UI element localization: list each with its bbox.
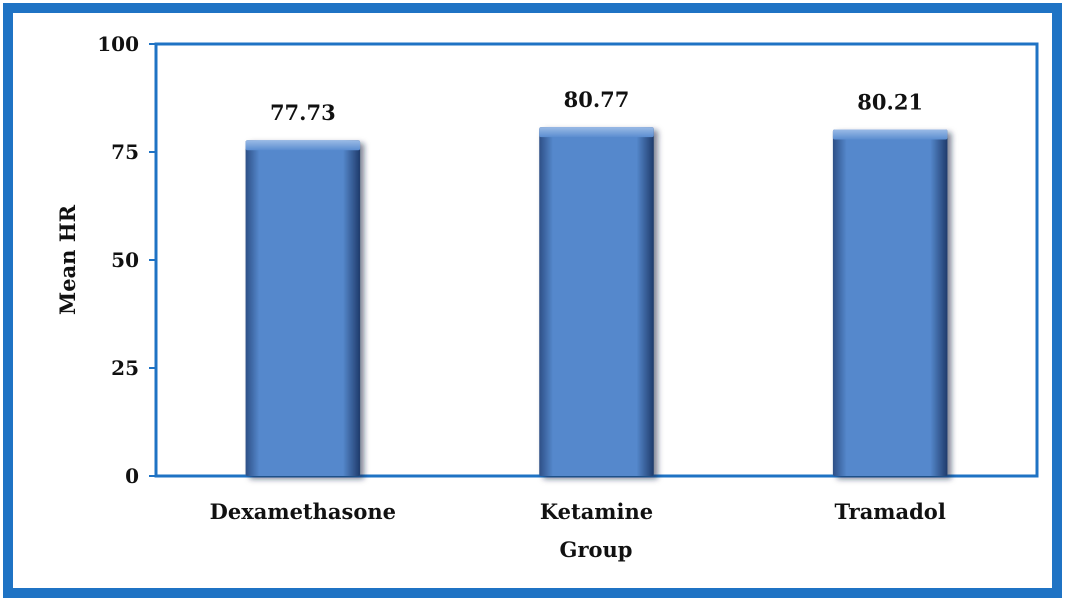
y-axis: 0 25 50 75 100 <box>97 32 156 488</box>
bar-body <box>245 140 361 476</box>
data-label: 77.73 <box>270 100 336 125</box>
bar-body <box>832 129 948 476</box>
y-tick-label: 0 <box>125 464 139 488</box>
bar <box>539 127 654 476</box>
data-label: 80.21 <box>857 89 923 114</box>
bars <box>245 127 948 476</box>
category-label: Ketamine <box>540 499 653 524</box>
bar <box>832 129 948 476</box>
bar <box>245 140 361 476</box>
y-tick-label: 75 <box>111 140 139 164</box>
x-axis-title: Group <box>560 537 633 562</box>
bar-top-bevel <box>539 127 654 138</box>
y-tick-label: 25 <box>111 356 139 380</box>
bar-top-bevel <box>832 129 948 140</box>
x-axis: Dexamethasone Ketamine Tramadol <box>210 499 946 524</box>
bar-top-bevel <box>245 140 361 151</box>
data-label: 80.77 <box>564 87 630 112</box>
bar-body <box>539 127 654 476</box>
y-tick-label: 50 <box>111 248 139 272</box>
y-axis-title: Mean HR <box>55 204 80 315</box>
y-tick-label: 100 <box>97 32 139 56</box>
category-label: Dexamethasone <box>210 499 396 524</box>
category-label: Tramadol <box>835 499 946 524</box>
data-labels: 77.73 80.77 80.21 <box>270 87 923 125</box>
